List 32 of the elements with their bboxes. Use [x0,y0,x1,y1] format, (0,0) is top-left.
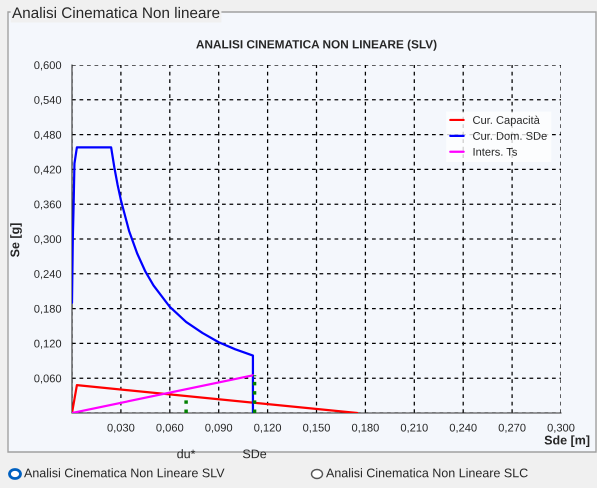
x-tick-label: 0,030 [107,424,134,433]
legend-label: Inters. Ts [474,148,517,156]
line-series [72,146,254,413]
legend-label: Cur. Capacità [473,116,540,126]
x-tick-label: 0,270 [498,424,526,433]
chart-title: ANALISI CINEMATICA NON LINEARE (SLV) [196,40,436,51]
text: Analisi Cinematica Non lineare [12,6,220,18]
x-tick-label: 0,120 [254,424,282,433]
annotation: SDe [242,449,266,458]
x-axis-title: Sde [m] [544,435,590,447]
annotation: du* [177,449,196,458]
y-axis-title: Se [g] [10,223,22,257]
x-tick-label: 0,210 [400,424,428,433]
y-tick-label: 0,600 [34,61,62,70]
y-tick-label: 0,420 [34,166,62,175]
x-tick-label: 0,060 [156,424,184,433]
y-tick-label: 0,480 [34,130,62,140]
x-tick-label: 0,300 [548,424,574,433]
x-tick-label: 0,150 [303,424,330,433]
x-tick-label: 0,090 [205,424,232,433]
y-tick-label: 0,240 [34,270,62,280]
y-tick-label: 0,540 [34,96,62,106]
y-tick-label: 0,180 [34,304,62,314]
x-tick-label: 0,240 [450,424,477,433]
legend-label: Cur. Dom. SDe [473,132,547,140]
y-tick-label: 0,360 [34,200,62,210]
y-tick-label: 0,120 [34,340,62,349]
y-tick-label: 0,060 [34,374,62,384]
text: Analisi Cinematica Non Lineare SLV [24,468,225,478]
x-tick-label: 0,180 [352,424,379,433]
y-tick-label: 0,300 [34,235,62,244]
text: Analisi Cinematica Non Lineare SLC [326,468,528,478]
